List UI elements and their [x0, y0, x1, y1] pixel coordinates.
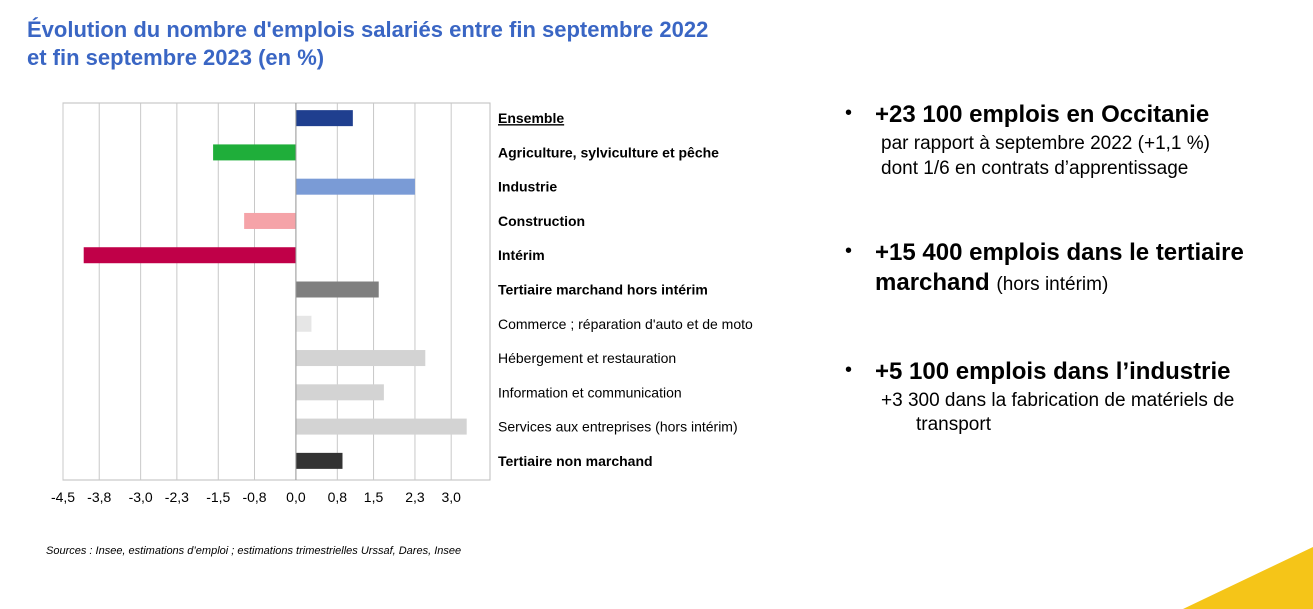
category-label: Commerce ; réparation d'auto et de moto	[498, 316, 753, 332]
category-label: Construction	[498, 213, 585, 229]
bullet-head: +5 100 emplois dans l’industrie	[875, 358, 1231, 385]
title-line-2: et fin septembre 2023 (en %)	[27, 45, 325, 70]
category-label: Agriculture, sylviculture et pêche	[498, 144, 719, 160]
x-tick-label: -4,5	[51, 489, 75, 505]
bullet-dot: •	[845, 359, 853, 381]
bar	[295, 315, 312, 332]
x-tick-label: -3,8	[87, 489, 111, 505]
x-tick-label: 0,0	[286, 489, 306, 505]
bar	[244, 212, 296, 229]
bar	[213, 144, 296, 161]
category-label: Information et communication	[498, 384, 682, 400]
bullet-head-line-2: marchand (hors intérim)	[875, 268, 1108, 300]
bullet-dot: •	[845, 240, 853, 262]
bar-chart: -4,5 -3,8 -3,0 -2,3 -1,5 -0,8 0,0 0,8 1,5 2,3 3,0 E…	[51, 102, 753, 505]
x-tick-label: 1,5	[364, 489, 384, 505]
x-tick-label: -2,3	[165, 489, 189, 505]
x-tick-label: -1,5	[206, 489, 230, 505]
category-label: Industrie	[498, 179, 557, 195]
x-tick-label: 3,0	[441, 489, 461, 505]
bullet-line: +3 300 dans la fabrication de matériels …	[881, 390, 1235, 411]
category-label: Hébergement et restauration	[498, 350, 676, 366]
bullet-line: par rapport à septembre 2022 (+1,1 %)	[881, 133, 1210, 154]
bar	[295, 178, 415, 195]
category-label: Intérim	[498, 247, 545, 263]
x-tick-label: -0,8	[242, 489, 266, 505]
bullet-note: (hors intérim)	[996, 274, 1109, 295]
bar	[295, 452, 343, 469]
bar	[295, 281, 379, 298]
x-tick-label: 2,3	[405, 489, 425, 505]
bar	[295, 418, 467, 435]
bullet-line: transport	[916, 414, 991, 435]
bullet-head: +23 100 emplois en Occitanie	[875, 101, 1210, 128]
bar	[83, 247, 296, 264]
chart-title: Évolution du nombre d'emplois salariés e…	[27, 16, 708, 72]
bar	[295, 350, 426, 367]
category-label: Ensemble	[498, 110, 564, 126]
bar	[295, 384, 384, 401]
bar	[295, 110, 353, 127]
corner-decoration	[1183, 547, 1313, 609]
bullet-head: +15 400 emplois dans le tertiaire	[875, 239, 1244, 266]
yellow-corner-triangle	[1183, 547, 1313, 609]
category-label: Tertiaire marchand hors intérim	[498, 282, 708, 298]
bullet-dot: •	[845, 102, 853, 124]
category-label: Tertiaire non marchand	[498, 453, 653, 469]
x-tick-label: 0,8	[328, 489, 348, 505]
x-tick-label: -3,0	[129, 489, 153, 505]
title-line-1: Évolution du nombre d'emplois salariés e…	[27, 17, 709, 42]
bullet-line: dont 1/6 en contrats d’apprentissage	[881, 158, 1189, 179]
bullet-head-word: marchand	[875, 269, 990, 296]
source-note: Sources : Insee, estimations d’emploi ; …	[46, 545, 462, 557]
category-label: Services aux entreprises (hors intérim)	[498, 419, 738, 435]
